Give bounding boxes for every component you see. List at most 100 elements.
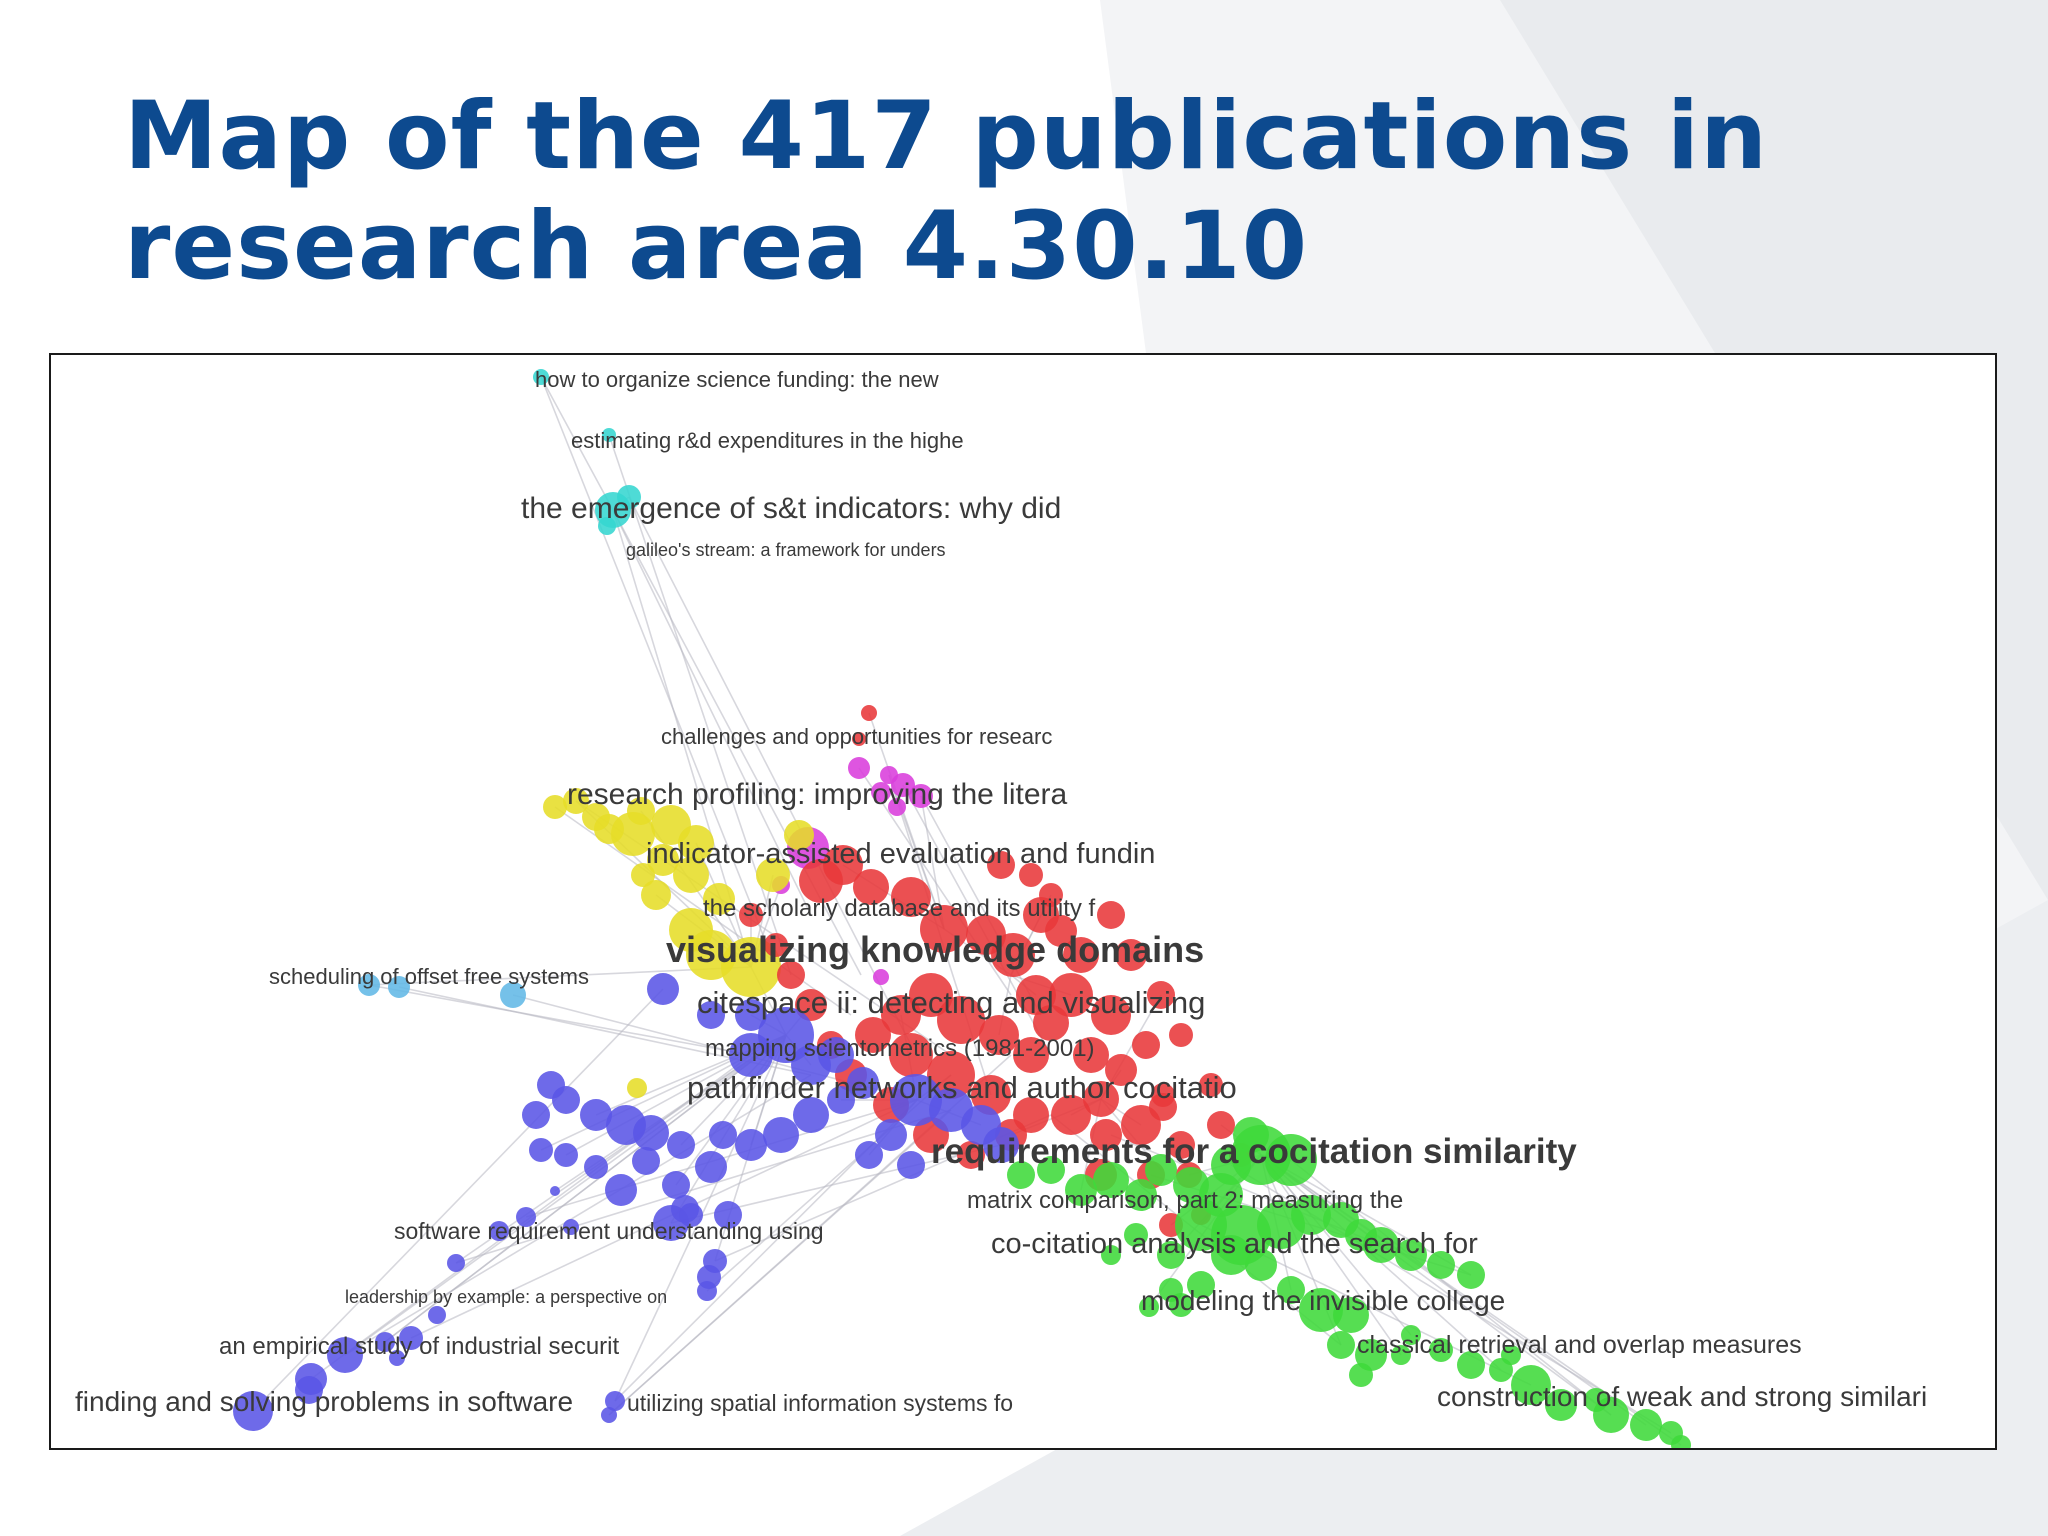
lightblue-node (500, 982, 526, 1008)
network-edge (344, 1034, 787, 1356)
red-node (1013, 1037, 1049, 1073)
blue-node (763, 1117, 799, 1153)
node-label: mapping scientometrics (1981-2001) (705, 1035, 1095, 1062)
magenta-node (848, 757, 870, 779)
yellow-node (627, 1078, 647, 1098)
node-label: leadership by example: a perspective on (345, 1287, 667, 1307)
node-label: research profiling: improving the litera (567, 778, 1068, 811)
red-node (1049, 973, 1093, 1017)
lightblue-node (388, 976, 410, 998)
red-node (991, 933, 1035, 977)
blue-node (697, 1281, 717, 1301)
blue-node (601, 1407, 617, 1423)
red-node (1039, 883, 1063, 907)
network-edge (252, 988, 664, 1412)
green-node (1671, 1435, 1691, 1448)
red-node (1063, 937, 1099, 973)
node-label: utilizing spatial information systems fo (627, 1390, 1013, 1416)
network-edge (628, 496, 912, 1046)
cyan-node (617, 485, 641, 509)
red-node (1019, 863, 1043, 887)
red-node (1147, 981, 1175, 1009)
green-node (1211, 1235, 1251, 1275)
green-node (1584, 1388, 1608, 1412)
yellow-node (563, 788, 589, 814)
blue-node (563, 1219, 579, 1235)
network-edge (1260, 1154, 1682, 1446)
network-edge (612, 509, 812, 916)
blue-node (793, 1097, 829, 1133)
red-node (1091, 995, 1131, 1035)
yellow-node (611, 812, 655, 856)
blue-node (855, 1141, 883, 1169)
red-node (889, 1033, 933, 1077)
cyan-node (602, 428, 616, 442)
blue-node (897, 1151, 925, 1179)
blue-node (327, 1337, 363, 1373)
green-node (1427, 1251, 1455, 1279)
node-label: indicator-assisted evaluation and fundin (646, 838, 1155, 870)
node-label: scheduling of offset free systems (269, 964, 589, 989)
green-node (1401, 1325, 1421, 1345)
blue-node (489, 1221, 509, 1241)
red-node (1121, 1105, 1161, 1145)
red-node (739, 903, 763, 927)
slide-title-line-1: Map of the 417 publications in (124, 82, 1769, 191)
blue-node (875, 1119, 907, 1151)
green-node (1173, 1167, 1209, 1203)
node-label: the scholarly database and its utility f (703, 895, 1096, 922)
green-node (1245, 1249, 1277, 1281)
blue-node (399, 1326, 423, 1350)
lightblue-node (358, 974, 380, 996)
blue-node (605, 1391, 625, 1411)
node-label: challenges and opportunities for researc (661, 724, 1052, 749)
green-node (1457, 1261, 1485, 1289)
green-node (1349, 1363, 1373, 1387)
blue-node (890, 1074, 942, 1126)
red-node (852, 732, 866, 746)
red-node (1090, 1119, 1122, 1151)
red-node (1167, 1131, 1195, 1159)
green-node (1145, 1154, 1177, 1186)
red-node (1073, 1037, 1109, 1073)
red-node (1016, 975, 1056, 1015)
green-node (1169, 1293, 1193, 1317)
node-label: citespace ii: detecting and visualizing (697, 985, 1205, 1020)
red-node (764, 933, 788, 957)
green-node (1187, 1271, 1215, 1299)
node-label: modeling the invisible college (1141, 1285, 1505, 1316)
red-node (1097, 901, 1125, 929)
network-edge (455, 1034, 787, 1264)
yellow-node (543, 795, 567, 819)
cyan-node (598, 517, 616, 535)
green-node (1124, 1223, 1148, 1247)
cyan-node (533, 369, 549, 385)
network-edge (384, 1034, 787, 1343)
red-node (861, 705, 877, 721)
red-node (1207, 1111, 1235, 1139)
red-node (1051, 1095, 1091, 1135)
magenta-node (873, 969, 889, 985)
green-node (1630, 1409, 1662, 1441)
blue-node (695, 1151, 727, 1183)
magenta-node (891, 773, 915, 797)
blue-node (735, 999, 767, 1031)
green-node (1291, 1195, 1331, 1235)
green-node (1511, 1365, 1551, 1405)
blue-node (522, 1101, 550, 1129)
yellow-node (641, 880, 671, 910)
magenta-node (888, 798, 906, 816)
green-node (1429, 1338, 1453, 1362)
green-node (1355, 1339, 1387, 1371)
red-node (987, 851, 1015, 879)
blue-node (847, 1067, 879, 1099)
yellow-node (647, 844, 679, 876)
green-node (1457, 1351, 1485, 1379)
blue-node (818, 1037, 854, 1073)
blue-node (605, 1174, 637, 1206)
blue-node (295, 1376, 323, 1404)
green-node (1139, 1297, 1159, 1317)
blue-node (632, 1147, 660, 1175)
green-node (1037, 1156, 1065, 1184)
node-label: visualizing knowledge domains (666, 929, 1204, 970)
